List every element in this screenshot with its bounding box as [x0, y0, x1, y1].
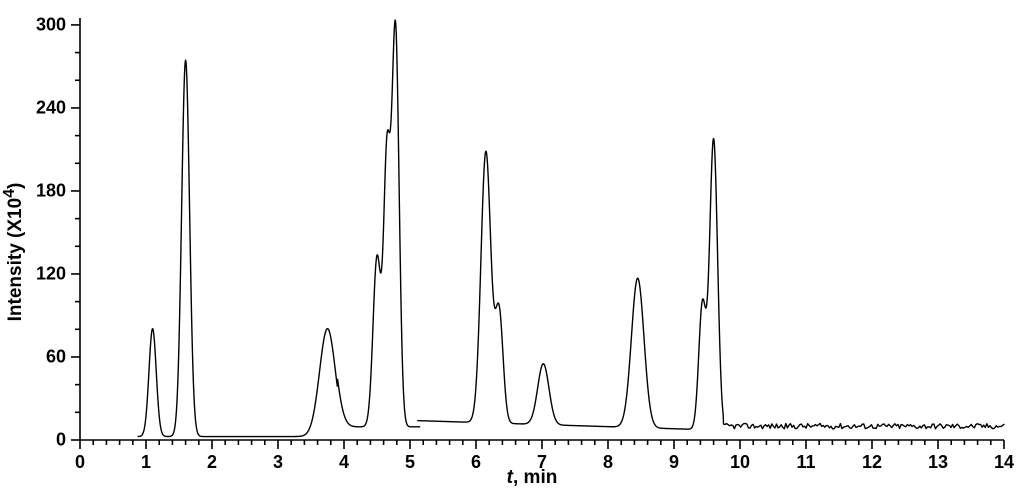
x-axis-label: t, min [507, 467, 558, 489]
x-tick-label: 10 [730, 452, 750, 473]
x-tick-label: 5 [405, 452, 415, 473]
x-tick-label: 8 [603, 452, 613, 473]
x-tick-label: 3 [273, 452, 283, 473]
plot-svg [0, 0, 1024, 504]
x-tick-label: 14 [994, 452, 1014, 473]
x-tick-label: 9 [669, 452, 679, 473]
x-tick-label: 7 [537, 452, 547, 473]
y-tick-label: 60 [46, 346, 66, 367]
x-tick-label: 4 [339, 452, 349, 473]
x-tick-label: 6 [471, 452, 481, 473]
x-tick-label: 2 [207, 452, 217, 473]
chromatogram-chart: Intensity (X104) t, min 060120180240300 … [0, 0, 1024, 504]
x-tick-label: 1 [141, 452, 151, 473]
y-tick-label: 0 [56, 430, 66, 451]
y-tick-label: 300 [36, 14, 66, 35]
y-tick-label: 120 [36, 263, 66, 284]
y-axis-label: Intensity (X104) [1, 183, 27, 322]
x-tick-label: 11 [796, 452, 815, 473]
y-tick-label: 240 [36, 97, 66, 118]
x-tick-label: 13 [928, 452, 948, 473]
y-tick-label: 180 [36, 180, 66, 201]
x-tick-label: 12 [862, 452, 882, 473]
x-tick-label: 0 [75, 452, 85, 473]
